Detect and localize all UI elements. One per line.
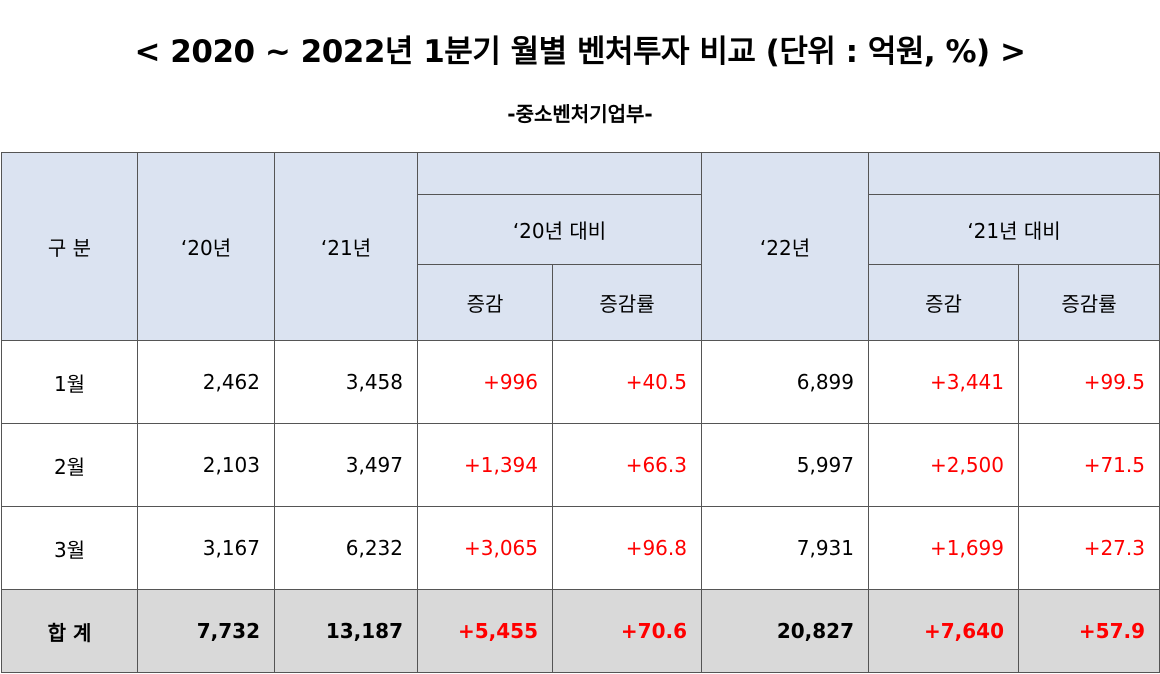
total-row: 합 계 7,732 13,187 +5,455 +70.6 20,827 +7,… [1, 589, 1160, 673]
header-year-2020: ‘20년 [137, 152, 275, 341]
row-label: 3월 [1, 506, 138, 590]
header-category: 구 분 [1, 152, 138, 341]
venture-investment-table: 구 분 ‘20년 ‘21년 ‘22년 ‘20년 대비 ‘21년 대비 증감 증감… [1, 152, 1160, 673]
table-row: 1월 2,462 3,458 +996 +40.5 6,899 +3,441 +… [1, 340, 1160, 424]
page-subtitle: -중소벤처기업부- [507, 102, 653, 126]
header-change-rate-2021: 증감률 [552, 264, 702, 341]
cell-change-vs-2020: +1,394 [417, 423, 553, 507]
total-change-vs-2021: +7,640 [868, 589, 1019, 673]
table-row: 2월 2,103 3,497 +1,394 +66.3 5,997 +2,500… [1, 423, 1160, 507]
cell-change-vs-2020: +3,065 [417, 506, 553, 590]
cell-2020: 3,167 [137, 506, 275, 590]
cell-2022: 6,899 [701, 340, 869, 424]
total-2020: 7,732 [137, 589, 275, 673]
cell-2022: 7,931 [701, 506, 869, 590]
cell-change-vs-2021: +2,500 [868, 423, 1019, 507]
header-row-top: 구 분 ‘20년 ‘21년 ‘22년 [1, 152, 1160, 341]
cell-change-vs-2021: +3,441 [868, 340, 1019, 424]
total-label: 합 계 [1, 589, 138, 673]
cell-rate-vs-2020: +96.8 [552, 506, 702, 590]
table-row: 3월 3,167 6,232 +3,065 +96.8 7,931 +1,699… [1, 506, 1160, 590]
header-spacer-left [417, 152, 702, 195]
cell-2021: 3,458 [274, 340, 418, 424]
header-vs-2021: ‘21년 대비 [868, 194, 1160, 265]
header-spacer-right [868, 152, 1160, 195]
total-2022: 20,827 [701, 589, 869, 673]
page-title: < 2020 ~ 2022년 1분기 월별 벤처투자 비교 (단위 : 억원, … [134, 34, 1026, 70]
cell-2022: 5,997 [701, 423, 869, 507]
header-year-2021: ‘21년 [274, 152, 418, 341]
cell-rate-vs-2020: +66.3 [552, 423, 702, 507]
cell-change-vs-2021: +1,699 [868, 506, 1019, 590]
cell-change-vs-2020: +996 [417, 340, 553, 424]
header-vs-2020: ‘20년 대비 [417, 194, 702, 265]
cell-rate-vs-2020: +40.5 [552, 340, 702, 424]
row-label: 1월 [1, 340, 138, 424]
cell-rate-vs-2021: +27.3 [1018, 506, 1160, 590]
total-2021: 13,187 [274, 589, 418, 673]
header-row-bottom: 증감 증감률 증감 증감률 [2, 264, 1160, 341]
total-change-vs-2020: +5,455 [417, 589, 553, 673]
cell-2020: 2,103 [137, 423, 275, 507]
header-change-2022: 증감 [868, 264, 1019, 341]
cell-2021: 3,497 [274, 423, 418, 507]
total-rate-vs-2020: +70.6 [552, 589, 702, 673]
cell-2020: 2,462 [137, 340, 275, 424]
header-change-2021: 증감 [417, 264, 553, 341]
cell-rate-vs-2021: +99.5 [1018, 340, 1160, 424]
header-year-2022: ‘22년 [701, 152, 869, 341]
cell-2021: 6,232 [274, 506, 418, 590]
header-row-middle: ‘20년 대비 ‘21년 대비 [2, 194, 1160, 265]
row-label: 2월 [1, 423, 138, 507]
header-change-rate-2022: 증감률 [1018, 264, 1160, 341]
total-rate-vs-2021: +57.9 [1018, 589, 1160, 673]
cell-rate-vs-2021: +71.5 [1018, 423, 1160, 507]
